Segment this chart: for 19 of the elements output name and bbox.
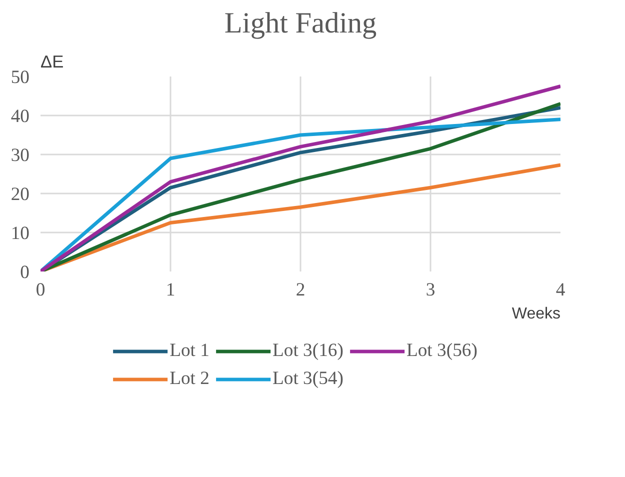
x-tick-label: 3: [426, 280, 436, 300]
y-tick-label: 40: [10, 106, 30, 127]
chart-title: Light Fading: [224, 8, 378, 40]
y-tick-label: 0: [20, 262, 30, 283]
x-tick-label: 1: [166, 280, 176, 300]
legend-label: Lot 1: [170, 340, 210, 362]
x-axis-title: Weeks: [512, 306, 560, 322]
y-tick-label: 50: [10, 67, 30, 88]
y-tick-label: 30: [10, 145, 30, 166]
x-tick-label: 4: [556, 280, 566, 300]
y-tick-label: 20: [10, 184, 30, 205]
legend-label: Lot 2: [170, 368, 210, 390]
x-tick-label: 2: [296, 280, 306, 300]
legend-label: Lot 3(16): [272, 340, 344, 362]
legend-label: Lot 3(56): [406, 340, 478, 362]
y-axis-title: ΔE: [40, 52, 64, 72]
legend-label: Lot 3(54): [272, 368, 344, 390]
y-tick-label: 10: [10, 223, 30, 244]
x-tick-label: 0: [36, 280, 46, 300]
